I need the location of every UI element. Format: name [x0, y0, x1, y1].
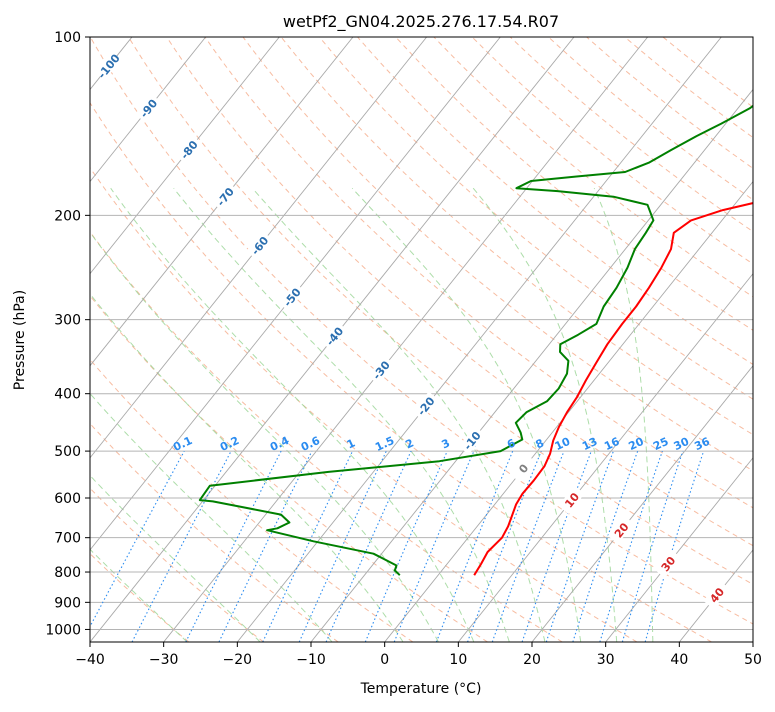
- y-tick-label: 300: [54, 313, 81, 329]
- y-tick-label: 500: [54, 444, 81, 460]
- y-tick-label: 900: [54, 595, 81, 611]
- y-tick-label: 200: [54, 208, 81, 224]
- x-axis-label: Temperature (°C): [360, 681, 482, 697]
- y-tick-label: 600: [54, 491, 81, 507]
- chart-title: wetPf2_GN04.2025.276.17.54.R07: [283, 12, 559, 32]
- x-tick-label: 50: [744, 652, 762, 668]
- x-tick-label: 20: [523, 652, 541, 668]
- x-tick-label: −30: [149, 652, 179, 668]
- x-tick-label: 0: [380, 652, 389, 668]
- x-tick-label: 40: [670, 652, 688, 668]
- x-tick-label: −40: [75, 652, 105, 668]
- x-tick-label: −10: [296, 652, 326, 668]
- y-tick-label: 800: [54, 565, 81, 581]
- x-tick-label: 30: [597, 652, 615, 668]
- x-tick-label: 10: [449, 652, 467, 668]
- y-tick-label: 100: [54, 30, 81, 46]
- x-tick-label: −20: [223, 652, 253, 668]
- y-axis-label: Pressure (hPa): [12, 290, 28, 390]
- y-tick-label: 400: [54, 387, 81, 403]
- y-tick-label: 700: [54, 531, 81, 547]
- y-tick-label: 1000: [45, 622, 81, 638]
